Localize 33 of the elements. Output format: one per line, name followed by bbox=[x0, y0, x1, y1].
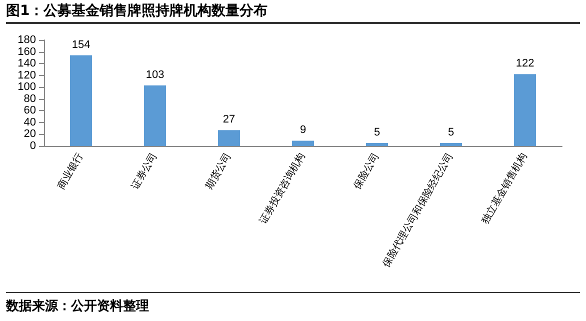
y-tick-label: 100 bbox=[18, 81, 36, 94]
data-label: 27 bbox=[222, 114, 236, 126]
bar bbox=[514, 74, 536, 146]
y-tick-label: 160 bbox=[18, 46, 36, 58]
data-label: 154 bbox=[72, 38, 90, 51]
x-tick-label: 证券投资咨询机构 bbox=[257, 150, 308, 226]
chart-title: 图1：公募基金销售牌照持牌机构数量分布 bbox=[6, 2, 580, 24]
data-label: 122 bbox=[516, 58, 534, 70]
data-label: 5 bbox=[374, 126, 380, 139]
x-tick-label: 独立基金销售机构 bbox=[479, 150, 530, 226]
data-label: 103 bbox=[146, 68, 164, 81]
x-tick-label: 保险代理公司和保险经纪公司 bbox=[380, 150, 456, 270]
x-tick-label: 商业银行 bbox=[55, 150, 86, 192]
bar bbox=[366, 143, 388, 146]
y-tick-label: 20 bbox=[24, 128, 36, 140]
x-tick-label: 期货公司 bbox=[203, 150, 234, 192]
x-tick-label: 保险公司 bbox=[351, 150, 382, 192]
bar bbox=[292, 140, 314, 146]
y-tick-label: 140 bbox=[18, 58, 36, 70]
bar bbox=[70, 55, 92, 146]
y-tick-label: 180 bbox=[18, 34, 36, 46]
y-tick-label: 40 bbox=[24, 116, 36, 128]
y-tick-label: 120 bbox=[18, 69, 36, 82]
bar bbox=[144, 85, 166, 146]
x-tick-label: 证券公司 bbox=[129, 150, 160, 192]
data-label: 5 bbox=[448, 126, 454, 139]
y-tick-label: 60 bbox=[24, 104, 36, 117]
bar bbox=[218, 130, 240, 146]
y-tick-label: 80 bbox=[24, 92, 36, 105]
bar bbox=[440, 143, 462, 146]
y-tick-label: 0 bbox=[30, 140, 36, 152]
source-note: 数据来源：公开资料整理 bbox=[6, 292, 580, 315]
data-label: 9 bbox=[300, 124, 306, 136]
